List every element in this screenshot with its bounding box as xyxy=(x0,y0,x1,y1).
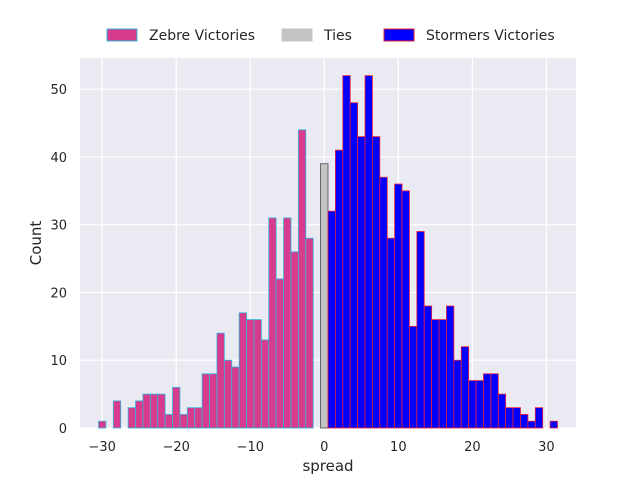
bar-zebre-victories xyxy=(209,373,218,429)
x-tick-label: 0 xyxy=(320,440,328,455)
bar-stormers-victories xyxy=(416,231,425,429)
bar-zebre-victories xyxy=(149,393,159,429)
bar-zebre-victories xyxy=(260,339,270,429)
x-tick-label: 20 xyxy=(464,440,481,455)
bar-stormers-victories xyxy=(431,319,440,429)
bar-zebre-victories xyxy=(268,217,277,429)
bar-zebre-victories xyxy=(216,332,225,429)
bar-stormers-victories xyxy=(335,149,344,429)
bar-stormers-victories xyxy=(446,305,455,429)
y-tick-label: 30 xyxy=(50,219,67,234)
bar-stormers-victories xyxy=(327,210,336,429)
bar-stormers-victories xyxy=(483,373,492,429)
bar-zebre-victories xyxy=(290,251,299,429)
bar-zebre-victories xyxy=(135,400,144,429)
bar-zebre-victories xyxy=(186,407,196,429)
bar-zebre-victories xyxy=(142,393,151,429)
bar-stormers-victories xyxy=(520,414,529,429)
bar-stormers-victories xyxy=(512,407,521,429)
legend-label-stormers-victories: Stormers Victories xyxy=(426,28,555,44)
x-axis-label: spread xyxy=(302,457,353,475)
bar-stormers-victories xyxy=(490,373,499,429)
bar-zebre-victories xyxy=(297,129,307,429)
bar-stormers-victories xyxy=(379,176,388,429)
bar-zebre-victories xyxy=(157,393,166,429)
bar-stormers-victories xyxy=(364,75,373,429)
bar-stormers-victories xyxy=(475,380,484,429)
bar-zebre-victories xyxy=(179,414,188,429)
y-tick-label: 20 xyxy=(50,286,67,301)
legend-swatch-stormers-victories xyxy=(383,28,415,42)
legend: Zebre Victories Ties Stormers Victories xyxy=(106,28,555,44)
bar-zebre-victories xyxy=(172,386,181,429)
bar-stormers-victories xyxy=(497,393,507,429)
bar-stormers-victories xyxy=(372,136,381,429)
bar-zebre-victories xyxy=(305,237,314,429)
bar-stormers-victories xyxy=(423,305,433,429)
bar-stormers-victories xyxy=(349,102,359,429)
bar-stormers-victories xyxy=(386,237,396,429)
bar-zebre-victories xyxy=(201,373,210,429)
y-tick-label: 0 xyxy=(59,422,67,437)
bar-zebre-victories xyxy=(223,359,233,429)
bar-zebre-victories xyxy=(164,414,173,429)
bar-stormers-victories xyxy=(438,319,447,429)
bar-stormers-victories xyxy=(549,420,558,429)
x-tick-label: −20 xyxy=(163,440,190,455)
bar-stormers-victories xyxy=(527,420,536,429)
y-tick-label: 40 xyxy=(50,151,67,166)
bar-stormers-victories xyxy=(401,190,410,429)
legend-swatch-ties xyxy=(281,28,313,42)
y-tick-label: 10 xyxy=(50,354,67,369)
bar-stormers-victories xyxy=(460,346,470,429)
legend-label-ties: Ties xyxy=(323,28,352,44)
bar-stormers-victories xyxy=(342,75,351,429)
x-tick-label: −10 xyxy=(237,440,264,455)
y-axis-label: Count xyxy=(27,221,45,266)
bar-stormers-victories xyxy=(453,359,462,429)
tick-labels: −30 −20 −10 0 10 20 30 0 10 20 30 40 50 xyxy=(50,83,554,455)
bar-zebre-victories xyxy=(283,217,292,429)
x-tick-label: −30 xyxy=(88,440,115,455)
bar-zebre-victories xyxy=(246,319,255,429)
bar-zebre-victories xyxy=(112,400,122,429)
x-tick-label: 30 xyxy=(538,440,555,455)
bar-zebre-victories xyxy=(253,319,262,429)
bar-stormers-victories xyxy=(394,183,403,429)
bar-stormers-victories xyxy=(409,325,418,429)
bar-zebre-victories xyxy=(238,312,247,429)
bar-zebre-victories xyxy=(275,278,284,429)
bar-stormers-victories xyxy=(357,136,366,429)
bar-ties xyxy=(320,163,329,429)
bar-stormers-victories xyxy=(505,407,514,429)
bars xyxy=(98,75,558,429)
bar-stormers-victories xyxy=(468,380,477,429)
legend-label-zebre-victories: Zebre Victories xyxy=(149,28,255,44)
bar-zebre-victories xyxy=(127,407,136,429)
bar-zebre-victories xyxy=(98,420,107,429)
y-tick-label: 50 xyxy=(50,83,67,98)
bar-stormers-victories xyxy=(534,407,544,429)
x-tick-label: 10 xyxy=(390,440,407,455)
bar-zebre-victories xyxy=(194,407,203,429)
legend-swatch-zebre-victories xyxy=(106,28,138,42)
bar-zebre-victories xyxy=(231,366,240,429)
